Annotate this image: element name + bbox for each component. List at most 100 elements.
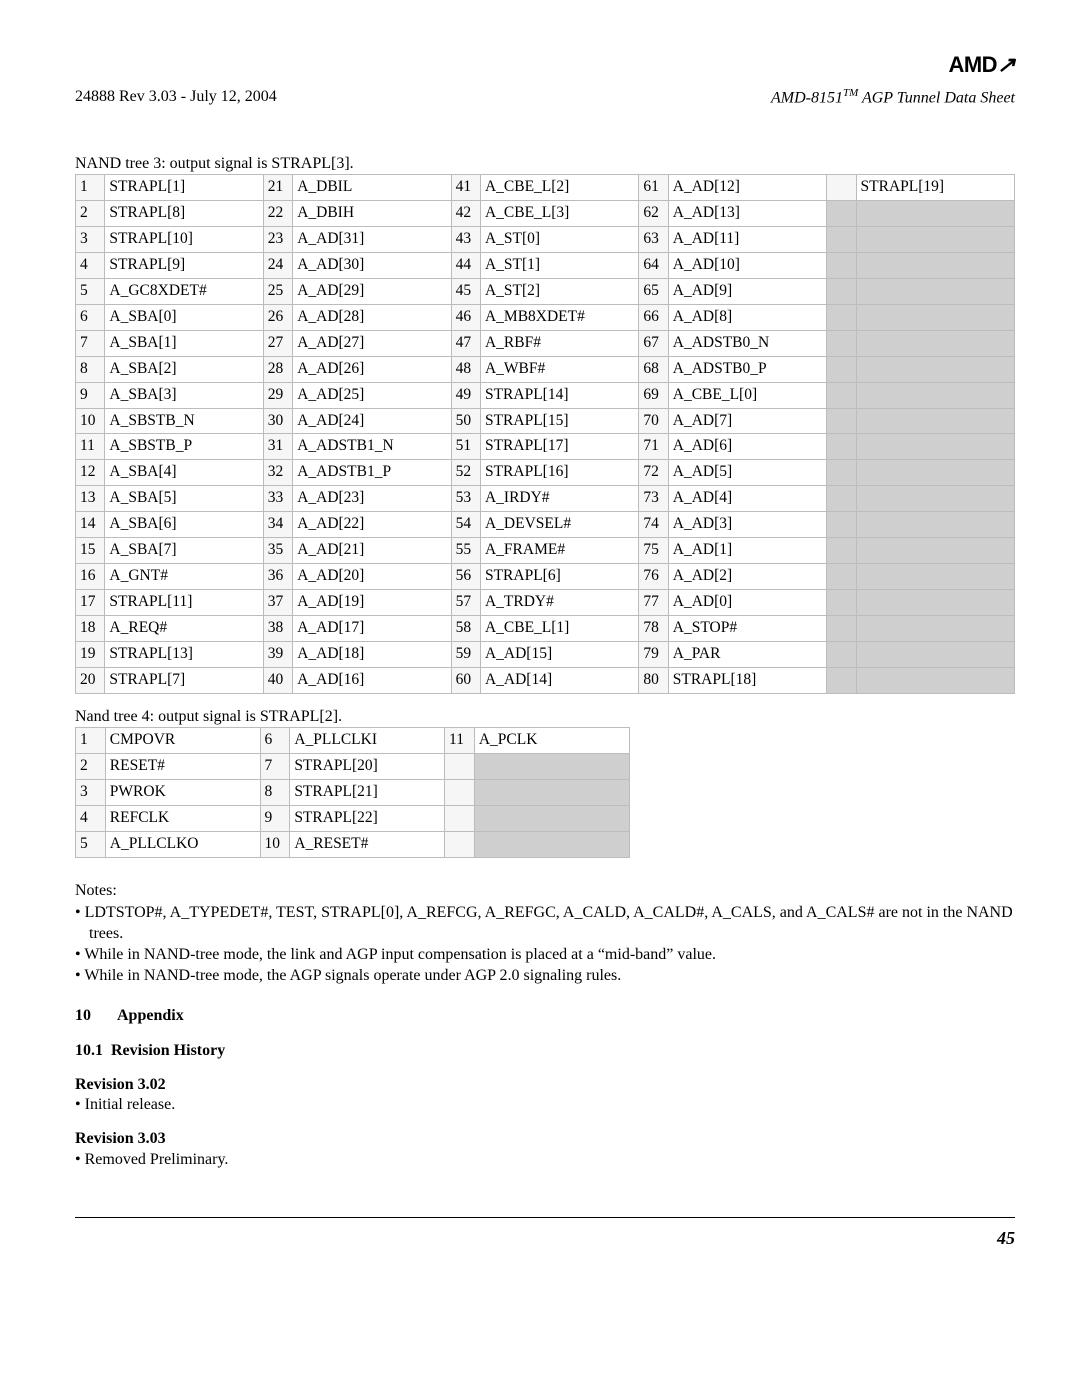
signal-name: A_TRDY#: [480, 589, 638, 615]
signal-name: A_AD[20]: [293, 564, 451, 590]
logo-arrow-icon: ↗: [997, 52, 1015, 77]
notes-heading: Notes:: [75, 880, 1015, 902]
signal-name: A_SBA[4]: [105, 460, 263, 486]
row-index: 68: [639, 356, 668, 382]
signal-name: STRAPL[9]: [105, 252, 263, 278]
signal-name: A_RBF#: [480, 330, 638, 356]
row-index: 56: [451, 564, 480, 590]
row-index: 1: [76, 175, 105, 201]
signal-name: A_PCLK: [474, 728, 629, 754]
signal-name: STRAPL[1]: [105, 175, 263, 201]
row-index: [827, 330, 856, 356]
signal-name: STRAPL[13]: [105, 641, 263, 667]
row-index: [827, 641, 856, 667]
row-index: [827, 512, 856, 538]
signal-name: A_DBIH: [293, 201, 451, 227]
signal-name: A_CBE_L[3]: [480, 201, 638, 227]
row-index: 27: [263, 330, 292, 356]
row-index: 54: [451, 512, 480, 538]
table-row: 12A_SBA[4]32A_ADSTB1_P52STRAPL[16]72A_AD…: [76, 460, 1015, 486]
signal-name: A_IRDY#: [480, 486, 638, 512]
row-index: 26: [263, 304, 292, 330]
signal-name: STRAPL[17]: [480, 434, 638, 460]
signal-name: A_GNT#: [105, 564, 263, 590]
row-index: 80: [639, 667, 668, 693]
signal-name: [856, 434, 1014, 460]
signal-name: A_DEVSEL#: [480, 512, 638, 538]
row-index: 58: [451, 615, 480, 641]
signal-name: A_AD[2]: [668, 564, 826, 590]
row-index: 21: [263, 175, 292, 201]
signal-name: A_STOP#: [668, 615, 826, 641]
row-index: 37: [263, 589, 292, 615]
signal-name: A_AD[10]: [668, 252, 826, 278]
signal-name: STRAPL[21]: [290, 780, 445, 806]
row-index: 30: [263, 408, 292, 434]
row-index: [827, 382, 856, 408]
signal-name: A_MB8XDET#: [480, 304, 638, 330]
signal-name: A_SBA[3]: [105, 382, 263, 408]
signal-name: A_FRAME#: [480, 538, 638, 564]
signal-name: STRAPL[11]: [105, 589, 263, 615]
row-index: 13: [76, 486, 105, 512]
table-row: 3STRAPL[10]23A_AD[31]43A_ST[0]63A_AD[11]: [76, 227, 1015, 253]
row-index: 51: [451, 434, 480, 460]
page-number: 45: [75, 1226, 1015, 1250]
signal-name: A_RESET#: [290, 831, 445, 857]
row-index: 70: [639, 408, 668, 434]
signal-name: CMPOVR: [105, 728, 260, 754]
row-index: [827, 564, 856, 590]
row-index: 6: [260, 728, 290, 754]
doc-title: AMD-8151TM AGP Tunnel Data Sheet: [771, 86, 1015, 109]
row-index: 22: [263, 201, 292, 227]
row-index: 67: [639, 330, 668, 356]
table-row: 7A_SBA[1]27A_AD[27]47A_RBF#67A_ADSTB0_N: [76, 330, 1015, 356]
row-index: 60: [451, 667, 480, 693]
table-row: 3PWROK8STRAPL[21]: [76, 780, 630, 806]
row-index: [445, 754, 475, 780]
signal-name: [474, 831, 629, 857]
row-index: [445, 780, 475, 806]
row-index: 4: [76, 806, 106, 832]
row-index: 11: [445, 728, 475, 754]
table-row: 8A_SBA[2]28A_AD[26]48A_WBF#68A_ADSTB0_P: [76, 356, 1015, 382]
signal-name: A_AD[21]: [293, 538, 451, 564]
row-index: 5: [76, 278, 105, 304]
rev303-list: Removed Preliminary.: [75, 1150, 1015, 1171]
row-index: 19: [76, 641, 105, 667]
row-index: 75: [639, 538, 668, 564]
signal-name: A_AD[6]: [668, 434, 826, 460]
row-index: 1: [76, 728, 106, 754]
footer-divider: [75, 1217, 1015, 1218]
row-index: 65: [639, 278, 668, 304]
signal-name: A_AD[31]: [293, 227, 451, 253]
row-index: 61: [639, 175, 668, 201]
row-index: 3: [76, 227, 105, 253]
row-index: 33: [263, 486, 292, 512]
signal-name: A_AD[12]: [668, 175, 826, 201]
nand-tree-3-table: 1STRAPL[1]21A_DBIL41A_CBE_L[2]61A_AD[12]…: [75, 174, 1015, 693]
table-row: 18A_REQ#38A_AD[17]58A_CBE_L[1]78A_STOP#: [76, 615, 1015, 641]
signal-name: A_SBA[6]: [105, 512, 263, 538]
signal-name: [856, 304, 1014, 330]
signal-name: A_AD[9]: [668, 278, 826, 304]
signal-name: [856, 330, 1014, 356]
signal-name: STRAPL[20]: [290, 754, 445, 780]
signal-name: A_AD[0]: [668, 589, 826, 615]
row-index: 48: [451, 356, 480, 382]
signal-name: A_AD[3]: [668, 512, 826, 538]
row-index: [827, 304, 856, 330]
signal-name: A_AD[19]: [293, 589, 451, 615]
list-item: LDTSTOP#, A_TYPEDET#, TEST, STRAPL[0], A…: [75, 903, 1015, 945]
row-index: [827, 486, 856, 512]
row-index: 64: [639, 252, 668, 278]
row-index: 49: [451, 382, 480, 408]
appendix-heading: 10Appendix: [75, 1005, 1015, 1027]
row-index: 44: [451, 252, 480, 278]
signal-name: A_CBE_L[2]: [480, 175, 638, 201]
signal-name: [856, 538, 1014, 564]
signal-name: STRAPL[19]: [856, 175, 1014, 201]
signal-name: A_ST[2]: [480, 278, 638, 304]
list-item: Initial release.: [75, 1095, 1015, 1116]
signal-name: A_AD[15]: [480, 641, 638, 667]
